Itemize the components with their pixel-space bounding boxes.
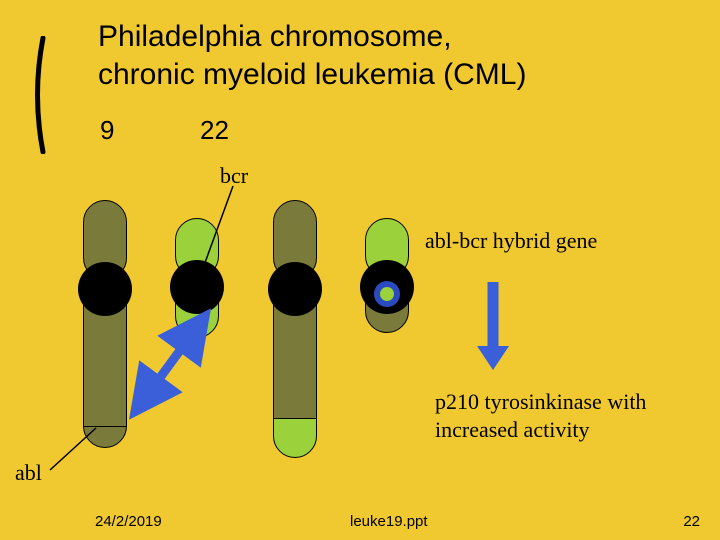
footer-page: 22 xyxy=(683,513,700,530)
footer-filename: leuke19.ppt xyxy=(350,513,428,530)
footer-date: 24/2/2019 xyxy=(95,513,162,530)
down-arrow xyxy=(0,0,720,540)
